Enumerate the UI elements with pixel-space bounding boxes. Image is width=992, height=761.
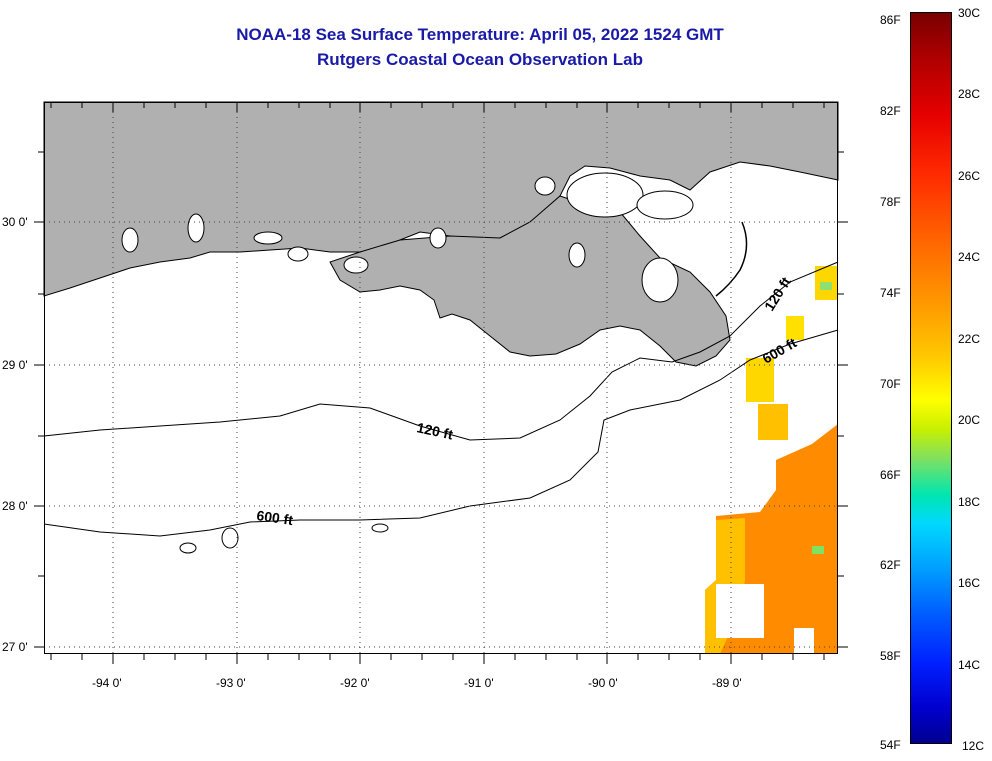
lake-atchafalaya (343, 256, 369, 274)
colorbar-f-label: 62F (880, 558, 901, 572)
sst-patch-ne2 (820, 282, 832, 290)
axis-ticks (34, 102, 848, 664)
colorbar-c-label: 18C (958, 495, 981, 509)
sst-cloud-gap (716, 584, 764, 638)
lake-pontchartrain (566, 172, 644, 218)
chandeleur-islands (715, 221, 748, 297)
colorbar-c-label: 24C (958, 250, 981, 264)
lat-label: 30 0' (2, 215, 28, 229)
lake-small (534, 176, 556, 196)
colorbar-f-label: 58F (880, 649, 901, 663)
colorbar-f-label: 66F (880, 468, 901, 482)
graticule (44, 102, 838, 654)
contour-label-120-west: 120 ft (415, 419, 454, 442)
colorbar-f-label: 86F (880, 13, 901, 27)
colorbar-f-label: 70F (880, 377, 901, 391)
colorbar-f-label: 82F (880, 104, 901, 118)
lake-terrebonne (429, 227, 447, 249)
lat-label: 27 0' (2, 640, 28, 654)
lat-label: 28 0' (2, 499, 28, 513)
bank-feature (221, 527, 239, 549)
lon-label: -94 0' (92, 676, 122, 690)
lat-label: 29 0' (2, 358, 28, 372)
lon-label: -92 0' (340, 676, 370, 690)
sst-cloud-gap2 (794, 628, 814, 654)
colorbar-c-label: 20C (958, 413, 981, 427)
map-subtitle: Rutgers Coastal Ocean Observation Lab (317, 50, 643, 69)
contour-label-120-east: 120 ft (761, 274, 794, 314)
lon-label: -89 0' (712, 676, 742, 690)
bank-feature (179, 542, 197, 554)
lake-calcasieu (187, 213, 205, 243)
colorbar-f-label: 78F (880, 195, 901, 209)
sst-patch-mid3 (758, 404, 788, 440)
map-title: NOAA-18 Sea Surface Temperature: April 0… (236, 25, 724, 44)
lon-label: -91 0' (464, 676, 494, 690)
lake-borgne (636, 190, 694, 220)
contour-label-600-east: 600 ft (760, 334, 800, 366)
lon-label: -90 0' (588, 676, 618, 690)
colorbar-c-label: 14C (958, 658, 981, 672)
colorbar-f-label: 74F (880, 286, 901, 300)
contour-label-600-west: 600 ft (256, 507, 295, 528)
temperature-colorbar (910, 12, 952, 744)
colorbar-c-label: 12C (962, 739, 985, 753)
sst-cool-spot (812, 546, 824, 554)
colorbar-c-label: 16C (958, 576, 981, 590)
lake-white (253, 231, 283, 245)
contour-600ft (43, 329, 839, 537)
colorbar-c-label: 30C (958, 6, 981, 20)
bank-feature (371, 523, 389, 533)
lon-label: -93 0' (216, 676, 246, 690)
colorbar-c-label: 22C (958, 332, 981, 346)
contour-120ft (43, 261, 839, 441)
colorbar-c-label: 26C (958, 169, 981, 183)
lake-sabine (121, 227, 139, 253)
colorbar-f-label: 54F (880, 738, 901, 752)
lake-grand (287, 246, 309, 262)
lake-salvador (568, 242, 586, 268)
colorbar-c-label: 28C (958, 87, 981, 101)
bay-barataria (641, 257, 679, 303)
sst-patch-mid (786, 316, 804, 340)
